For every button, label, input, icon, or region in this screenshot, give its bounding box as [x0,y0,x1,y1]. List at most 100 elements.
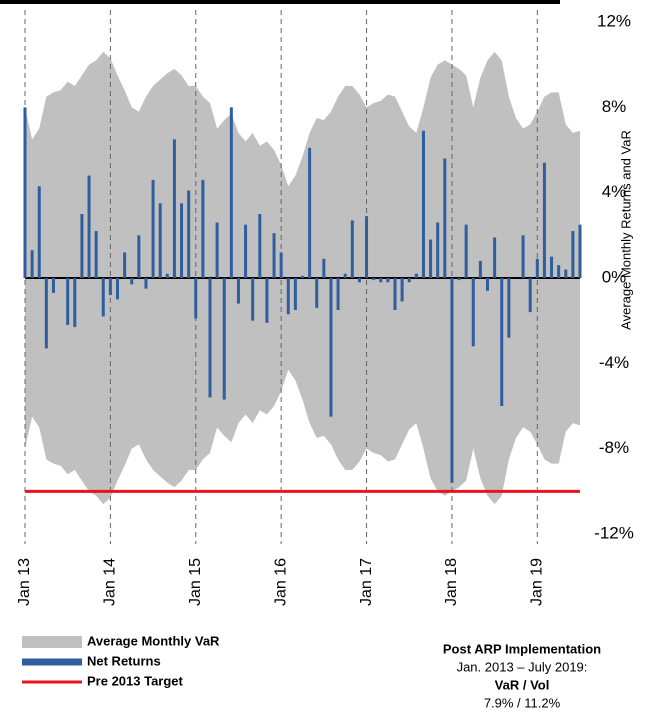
bar [372,278,376,281]
bar [244,224,248,278]
bar [23,107,27,278]
bar [308,147,312,278]
bar [222,278,226,400]
bar [336,278,340,310]
bar [187,190,191,278]
bar [457,278,461,281]
bar [393,278,397,310]
bar [116,278,119,300]
bar [557,265,561,278]
bar [151,179,155,278]
bar [293,278,297,310]
bar [130,278,134,285]
bar [137,235,141,278]
bar [123,252,127,278]
bar [571,231,575,278]
bar [101,278,105,317]
bar [493,237,497,278]
bar [315,278,319,308]
bar [251,278,255,321]
bar [30,250,34,278]
x-tick-label: Jan 15 [187,558,204,606]
legend-swatch [22,680,82,684]
bar [550,256,554,278]
title-rule [0,0,560,4]
bar [450,278,454,483]
bar [194,278,198,319]
bar [180,203,184,278]
bar [37,186,41,278]
legend: Average Monthly VaR Net Returns Pre 2013 T… [22,633,220,688]
y-tick-label: -8% [599,438,629,457]
x-tick-label: Jan 16 [272,558,289,606]
bar [350,220,354,278]
bar [407,278,411,283]
bar [528,278,532,313]
bar [286,278,290,315]
bar [578,224,582,278]
bar [535,258,539,278]
bar [208,278,212,398]
y-tick-label: 8% [602,97,627,116]
bar [329,278,333,417]
bar [265,278,269,323]
bar [73,278,77,328]
bar [521,235,525,278]
bar [94,231,98,278]
bar [80,214,84,278]
annotation-values: 7.9% / 11.2% [484,695,561,710]
y-tick-label: -12% [594,523,634,542]
bar [486,278,489,291]
bar [379,278,383,283]
x-tick-label: Jan 14 [102,558,119,606]
y-tick-label: 4% [602,182,627,201]
var-band-lower [25,278,580,505]
bar [272,233,276,278]
bar [144,278,148,289]
bar [357,278,361,283]
bar [215,222,219,278]
bar [66,278,70,325]
bar [258,214,262,278]
bar [301,275,304,278]
var-band-upper [25,51,580,278]
bar [172,139,176,278]
x-tick-label: Jan 19 [529,558,546,606]
bar [478,260,482,278]
bar [165,273,169,278]
bar [322,258,326,278]
y-tick-label: -4% [599,353,629,372]
x-tick-label: Jan 13 [16,558,33,606]
bar [400,278,404,302]
y-tick-label: 0% [602,267,627,286]
legend-label: Net Returns [87,653,161,668]
plot-area [23,10,582,544]
bar [229,107,233,278]
legend-swatch [22,636,82,648]
bar [464,224,468,278]
bar [365,216,369,278]
bar [500,278,504,406]
x-tick-label: Jan 17 [358,558,375,606]
bar [236,278,240,304]
bar [429,239,433,278]
bar [87,175,91,278]
bar [158,203,162,278]
bar [279,252,283,278]
bar [51,278,55,293]
bar [201,179,205,278]
bar [436,222,440,278]
y-tick-label: 12% [597,11,631,30]
bar [542,162,546,278]
y-axis-label: Average Monthly Returns and VaR [618,130,633,330]
bar [564,269,568,278]
legend-swatch [22,658,82,666]
annotation-period: Jan. 2013 – July 2019: [457,659,588,674]
bar [507,278,511,338]
bar [471,278,475,347]
legend-label: Pre 2013 Target [87,673,184,688]
bar [414,273,418,278]
bar [343,273,347,278]
